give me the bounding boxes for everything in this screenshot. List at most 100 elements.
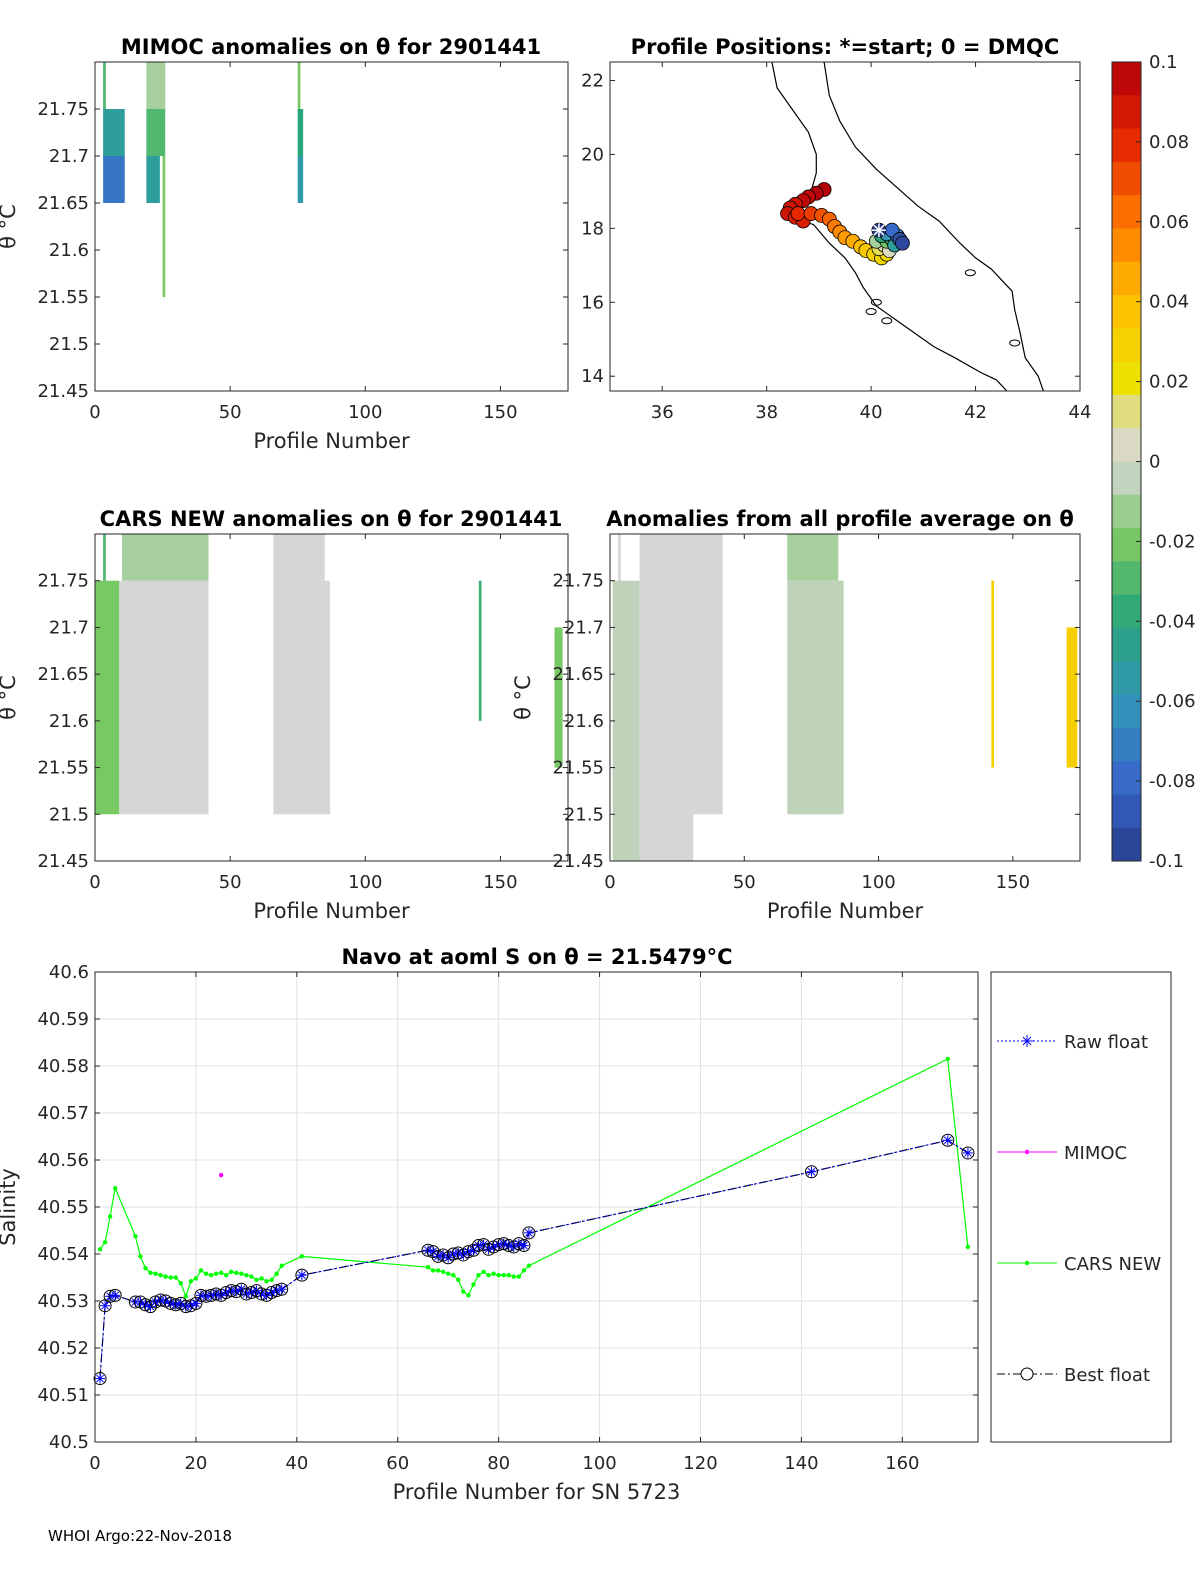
raw-float-stroke xyxy=(298,1271,306,1280)
map-x-tick-label: 42 xyxy=(964,402,987,423)
colorbar-band xyxy=(1112,761,1141,795)
mimoc-y-tick-label: 21.7 xyxy=(49,146,89,167)
raw-float-marker xyxy=(523,1227,534,1238)
cars-new-point xyxy=(178,1280,183,1286)
map-island xyxy=(865,308,877,316)
mimoc-heat-cell xyxy=(103,156,125,203)
salinity-x-tick-label: 120 xyxy=(683,1453,717,1474)
salinity-x-tick-label: 100 xyxy=(582,1453,616,1474)
raw-float-marker xyxy=(463,1246,474,1257)
cars-new-point xyxy=(218,1270,224,1276)
map-island xyxy=(1009,339,1021,347)
cars-axes-box xyxy=(94,533,569,862)
raw-float-stroke xyxy=(449,1250,458,1258)
cars-x-tick-label: 150 xyxy=(483,872,517,893)
cars-new-point xyxy=(259,1276,264,1281)
map-profile-marker xyxy=(895,235,910,251)
salinity-y-tick-label: 40.5 xyxy=(49,1432,89,1453)
avg-heat-cell xyxy=(787,534,839,581)
legend-label: MIMOC xyxy=(1064,1143,1127,1164)
cars-new-point xyxy=(526,1263,532,1268)
legend-item: Best float xyxy=(997,1365,1150,1386)
raw-float-marker xyxy=(962,1147,973,1158)
cars-new-point xyxy=(234,1270,239,1276)
colorbar-band xyxy=(1112,161,1141,196)
raw-float-marker xyxy=(236,1284,247,1295)
best-float-marker xyxy=(275,1282,289,1296)
cars-new-point xyxy=(148,1270,153,1276)
legend-label: Raw float xyxy=(1064,1032,1148,1053)
raw-float-stroke xyxy=(272,1286,281,1295)
avg-heat-cell xyxy=(639,814,694,861)
colorbar-band xyxy=(1112,228,1141,263)
best-float-marker xyxy=(234,1282,248,1296)
cars-new-point xyxy=(193,1276,199,1281)
avg-cells xyxy=(612,534,1078,861)
cars-x-tick-label: 50 xyxy=(219,872,242,893)
best-float-marker xyxy=(295,1268,309,1282)
salinity-x-tick-label: 140 xyxy=(784,1453,818,1474)
salinity-y-tick-label: 40.57 xyxy=(37,1103,89,1124)
map-x-tick-label: 38 xyxy=(755,402,778,423)
avg-heat-cell xyxy=(991,580,995,768)
cars-new-point xyxy=(213,1271,219,1276)
colorbar-band xyxy=(1112,361,1141,396)
map-content xyxy=(771,62,1044,391)
colorbar-tick-label: 0.06 xyxy=(1149,212,1189,233)
raw-float-stroke xyxy=(242,1290,251,1298)
legend-marker xyxy=(1020,1367,1034,1381)
cars-new-point xyxy=(476,1272,481,1278)
cars-new-point xyxy=(163,1274,168,1279)
cars-new-point xyxy=(254,1277,259,1283)
cars-new-point xyxy=(274,1271,279,1276)
cars-new-point xyxy=(203,1271,209,1276)
salinity-x-tick-label: 40 xyxy=(285,1453,308,1474)
cars-x-axis-label: Profile Number xyxy=(253,899,410,923)
colorbar-band xyxy=(1112,561,1141,596)
raw-float-marker xyxy=(942,1135,953,1146)
legend-box xyxy=(990,971,1172,1443)
raw-float-stroke xyxy=(277,1285,286,1294)
avg-heat-cell xyxy=(1066,627,1078,768)
raw-float-stroke xyxy=(212,1290,220,1298)
cars-new-point xyxy=(425,1264,431,1270)
avg-title: Anomalies from all profile average on θ xyxy=(606,507,1074,531)
cars-new-point xyxy=(188,1279,194,1284)
colorbar-band xyxy=(1112,461,1141,496)
salinity-y-tick-label: 40.56 xyxy=(37,1150,89,1171)
colorbar-band xyxy=(1112,661,1141,696)
avg-y-tick-label: 21.7 xyxy=(564,617,604,638)
raw-float-marker xyxy=(206,1290,217,1301)
map-coastline-east xyxy=(823,62,1044,391)
salinity-y-tick-label: 40.58 xyxy=(37,1056,89,1077)
raw-float-stroke xyxy=(434,1252,442,1261)
map-island xyxy=(881,317,893,325)
raw-float-stroke xyxy=(424,1246,432,1255)
best-float-marker xyxy=(108,1288,122,1302)
best-float-marker xyxy=(961,1146,975,1160)
avg-heat-cell xyxy=(639,580,723,815)
raw-float-marker xyxy=(110,1290,121,1301)
raw-float-marker xyxy=(276,1284,287,1295)
raw-float-stroke xyxy=(207,1291,215,1300)
mimoc-heat-cell xyxy=(146,109,166,156)
raw-float-marker xyxy=(95,1373,106,1384)
mimoc-x-axis-label: Profile Number xyxy=(253,429,410,453)
colorbar-tick-label: -0.1 xyxy=(1149,851,1184,872)
mimoc-x-tick-label: 50 xyxy=(219,402,242,423)
map-coastline-west xyxy=(771,62,1008,391)
raw-float-stroke xyxy=(202,1292,210,1301)
cars-new-point xyxy=(264,1279,269,1284)
mimoc-axes-box xyxy=(94,61,569,392)
map-profile-marker xyxy=(790,206,806,221)
raw-float-stroke xyxy=(964,1149,972,1157)
salinity-y-tick-label: 40.55 xyxy=(37,1197,89,1218)
best-float-marker xyxy=(265,1286,279,1300)
legend-marker xyxy=(1024,1260,1030,1266)
cars-new-point xyxy=(198,1268,204,1273)
mimoc-x-tick-label: 150 xyxy=(483,402,517,423)
cars-heat-cell xyxy=(122,534,209,581)
cars-new-point xyxy=(112,1186,118,1191)
salinity-x-tick-label: 20 xyxy=(184,1453,207,1474)
cars-new-point xyxy=(945,1056,950,1062)
